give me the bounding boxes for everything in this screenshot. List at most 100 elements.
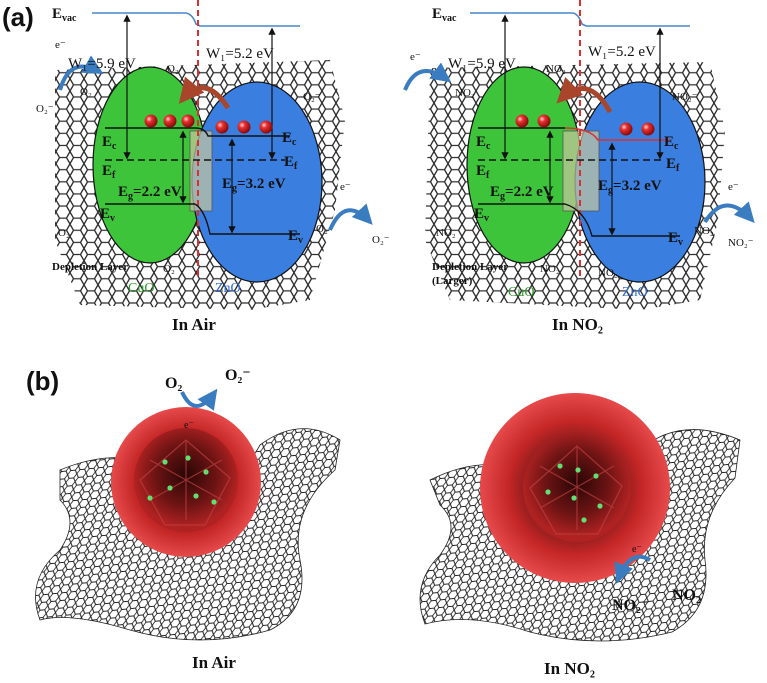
- ec-label-cuo-left: Ec: [102, 134, 117, 152]
- green-dot: [203, 469, 209, 475]
- work-function-zno-label-left: W₁=5.2 eV: [206, 46, 274, 62]
- ec-label-zno-right: Ec: [664, 134, 679, 152]
- electron-ball: [237, 120, 251, 134]
- green-dot: [597, 503, 603, 509]
- electron-label: e⁻: [632, 544, 642, 555]
- o2-label: O₂: [80, 86, 92, 98]
- electron-ball: [144, 114, 158, 128]
- electron-ball: [259, 120, 273, 134]
- electron-ball: [163, 114, 177, 128]
- no2-label: NO₂: [455, 87, 475, 99]
- ec-label-zno-left: Ec: [282, 130, 297, 148]
- bandgap-zno-label-right: Eg=3.2 eV: [598, 178, 662, 196]
- panel-a-left: Evac W₁=5.9 eV W₁=5.2 eV e⁻ O₂⁻ O₂ O₂ O₂…: [36, 0, 390, 334]
- ev-label-cuo-left: Ev: [100, 206, 115, 224]
- electron-label: e⁻: [184, 420, 194, 431]
- electron-label: e⁻: [410, 51, 421, 63]
- vacuum-level-line-right: [470, 12, 690, 27]
- electron-ball: [641, 122, 655, 136]
- zno-label-left: ZnO: [215, 281, 241, 296]
- work-function-zno-label-right: W₁=5.2 eV: [588, 44, 656, 60]
- panel-a-label: (a): [2, 2, 34, 32]
- o2-minus-label: O₂⁻: [225, 367, 251, 384]
- bandgap-cuo-label-right: Eg=2.2 eV: [490, 184, 554, 202]
- depletion-layer-label-left: Depletion Layer: [52, 261, 128, 273]
- green-dot: [193, 493, 199, 499]
- work-function-cuo-label-right: W₁=5.9 eV: [448, 56, 516, 72]
- panel-b-label: (b): [26, 366, 59, 396]
- ef-label-cuo-right: Ef: [476, 163, 490, 181]
- no2-label: NO₂: [546, 63, 566, 75]
- no2-adsorption-arrow: [614, 554, 652, 584]
- no2-label: NO₂: [694, 225, 714, 237]
- electron-ball: [537, 114, 551, 128]
- electron-label: e⁻: [340, 181, 351, 193]
- zno-label-right: ZnO: [622, 285, 648, 300]
- caption-b-right: In NO₂: [544, 659, 595, 678]
- quantum-dots-right: [545, 463, 603, 523]
- electron-transfer-arrow-right: [556, 77, 613, 114]
- vacuum-level-line-left: [92, 12, 300, 27]
- no2-minus-label: NO₂⁻: [612, 597, 649, 614]
- electron-ball: [215, 120, 229, 134]
- green-dot: [581, 517, 587, 523]
- green-dot: [575, 467, 581, 473]
- bandgap-cuo-label-left: Eg=2.2 eV: [118, 184, 182, 202]
- electron-transfer-arrow-left: [178, 76, 231, 110]
- ef-label-zno-right: Ef: [666, 156, 680, 174]
- no2-arrow-topleft: [403, 62, 452, 91]
- green-dot: [571, 495, 577, 501]
- ev-label-cuo-right: Ev: [474, 206, 489, 224]
- bandgap-zno-label-left: Eg=3.2 eV: [222, 176, 286, 194]
- green-dot: [211, 499, 217, 505]
- no2-minus-label: NO₂⁻: [728, 237, 754, 249]
- no2-minus-label: NO₂⁻: [672, 91, 698, 103]
- o2-label: O₂: [58, 227, 70, 239]
- o2-minus-label: O₂⁻: [36, 103, 54, 115]
- o2-label: O₂: [163, 263, 175, 275]
- ev-label-zno-right: Ev: [668, 230, 683, 248]
- ev-label-zno-left: Ev: [288, 228, 303, 246]
- electron-ball: [181, 114, 195, 128]
- depletion-layer-sublabel-right: (Larger): [432, 275, 473, 287]
- evac-label-left: Evac: [52, 6, 77, 24]
- evac-label-right: Evac: [432, 6, 457, 24]
- o2-label: O₂: [165, 375, 182, 392]
- o2-minus-label: O₂⁻: [303, 91, 321, 103]
- depletion-region-left: [189, 130, 213, 212]
- caption-a-left: In Air: [172, 315, 216, 334]
- caption-a-right: In NO₂: [552, 315, 603, 334]
- ec-label-cuo-right: Ec: [476, 134, 491, 152]
- no2-label: NO₂: [436, 227, 456, 239]
- green-dot: [593, 473, 599, 479]
- green-dot: [167, 485, 173, 491]
- ef-label-zno-left: Ef: [284, 154, 298, 172]
- electron-label: e⁻: [55, 39, 66, 51]
- electron-label: e⁻: [728, 181, 739, 193]
- depletion-layer-label-right: Depletion Layer: [432, 261, 508, 273]
- o2-label: O₂: [316, 223, 328, 235]
- no2-label: NO₂: [598, 267, 618, 279]
- o2-label: O₂: [167, 63, 179, 75]
- sphere-petals-left: [139, 439, 231, 526]
- ev-line-zno-right: [564, 203, 680, 237]
- green-dot: [185, 455, 191, 461]
- green-dot: [162, 459, 168, 465]
- ef-label-cuo-left: Ef: [102, 163, 116, 181]
- o2-minus-label: O₂⁻: [372, 234, 390, 246]
- ec-line-zno-right: [564, 127, 670, 141]
- sphere-petals-right: [529, 445, 623, 535]
- panel-b-left: O₂ O₂⁻ e⁻ In Air: [35, 367, 341, 672]
- no2-label: NO₂: [672, 587, 701, 604]
- o2-arrow-right: [328, 203, 373, 231]
- panel-a-right: Evac W₁=5.9 eV W₁=5.2 eV e⁻ NO₂ NO₂ NO₂⁻…: [403, 0, 755, 334]
- panel-b-right: e⁻ NO₂ NO₂⁻ In NO₂: [419, 393, 741, 678]
- green-dot: [147, 495, 153, 501]
- caption-b-left: In Air: [192, 653, 236, 672]
- ec-line-zno-left: [194, 127, 290, 137]
- cuo-label-right: CuO: [508, 285, 534, 300]
- no2-label: NO₂: [540, 263, 560, 275]
- green-dot: [557, 463, 563, 469]
- no2-arrow-right: [703, 201, 755, 224]
